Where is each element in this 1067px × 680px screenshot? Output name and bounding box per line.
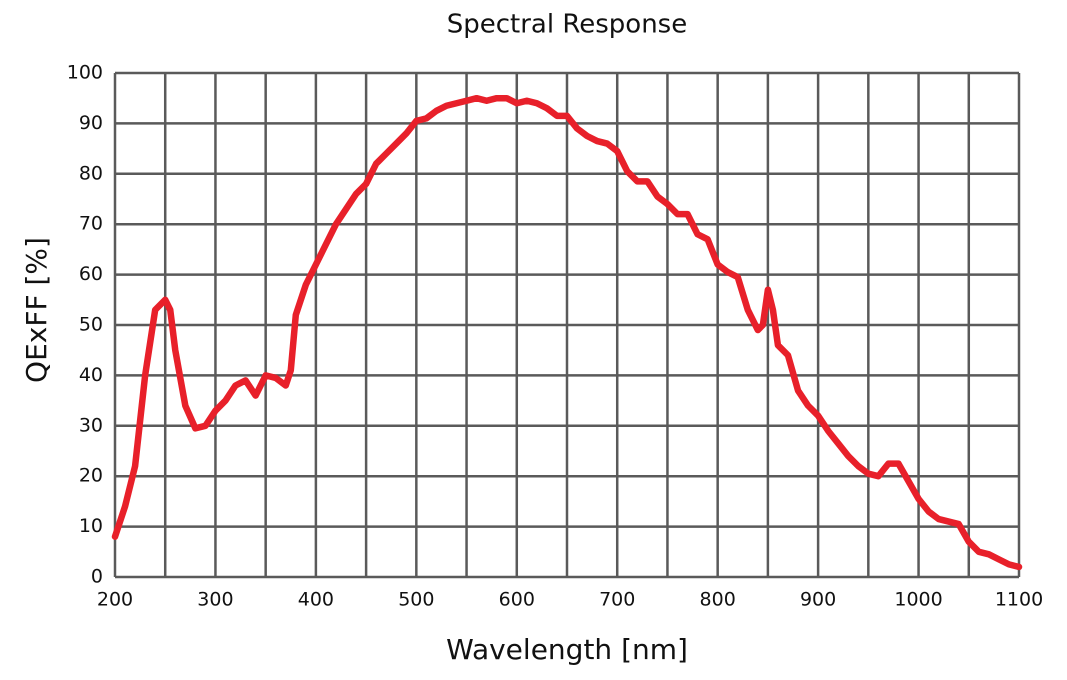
y-tick-label: 100 — [67, 62, 103, 84]
x-tick-label: 500 — [398, 589, 434, 611]
y-tick-label: 20 — [79, 465, 103, 487]
x-tick-label: 200 — [97, 589, 133, 611]
y-tick-label: 90 — [79, 112, 103, 134]
x-tick-label: 800 — [700, 589, 736, 611]
y-tick-label: 10 — [79, 515, 103, 537]
x-tick-label: 600 — [499, 589, 535, 611]
y-tick-label: 60 — [79, 263, 103, 285]
x-axis-title: Wavelength [nm] — [446, 633, 688, 666]
x-tick-label: 1100 — [995, 589, 1043, 611]
x-tick-label: 300 — [197, 589, 233, 611]
chart-title: Spectral Response — [447, 10, 687, 40]
y-tick-label: 30 — [79, 414, 103, 436]
data-line — [111, 94, 1023, 571]
x-tick-label: 700 — [599, 589, 635, 611]
y-tick-label: 50 — [79, 314, 103, 336]
x-tick-label: 900 — [800, 589, 836, 611]
y-tick-label: 70 — [79, 213, 103, 235]
y-tick-label: 0 — [91, 566, 103, 588]
x-tick-label: 400 — [298, 589, 334, 611]
y-axis-title: QExFF [%] — [20, 237, 53, 383]
x-tick-label: 1000 — [894, 589, 942, 611]
y-tick-label: 80 — [79, 162, 103, 184]
y-tick-label: 40 — [79, 364, 103, 386]
